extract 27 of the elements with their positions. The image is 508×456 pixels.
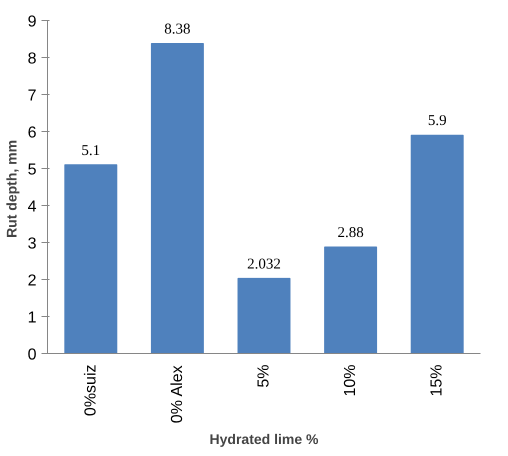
bar bbox=[324, 246, 378, 354]
y-tick-label: 9 bbox=[28, 14, 37, 30]
x-tick-label: 10% bbox=[342, 364, 360, 397]
bar bbox=[238, 278, 290, 354]
y-tick-label: 3 bbox=[28, 236, 37, 252]
data-label: 8.38 bbox=[164, 21, 191, 38]
data-label: 2.88 bbox=[337, 224, 364, 241]
data-label: 5.1 bbox=[81, 142, 100, 159]
y-tick-label: 5 bbox=[28, 162, 37, 178]
x-tick-label: 0%suiz bbox=[82, 364, 100, 416]
bar bbox=[64, 164, 118, 354]
x-tick-label: 0% Alex bbox=[168, 365, 186, 424]
bar bbox=[150, 42, 204, 354]
x-axis-title: Hydrated lime % bbox=[210, 431, 320, 448]
y-tick-label: 1 bbox=[28, 310, 37, 326]
x-tick-label: 5% bbox=[256, 364, 272, 388]
y-tick-label: 4 bbox=[28, 198, 37, 216]
bar bbox=[410, 134, 464, 354]
x-tick-label: 15% bbox=[428, 364, 446, 397]
y-tick-label: 6 bbox=[28, 124, 37, 142]
data-label: 2.032 bbox=[247, 256, 281, 272]
y-tick-label: 8 bbox=[28, 50, 37, 68]
y-axis-title: Rut depth, mm bbox=[4, 140, 20, 238]
y-tick-label: 0 bbox=[28, 346, 37, 364]
y-tick-label: 2 bbox=[28, 272, 37, 290]
y-tick-label: 7 bbox=[28, 88, 37, 104]
data-label: 5.9 bbox=[428, 113, 447, 130]
